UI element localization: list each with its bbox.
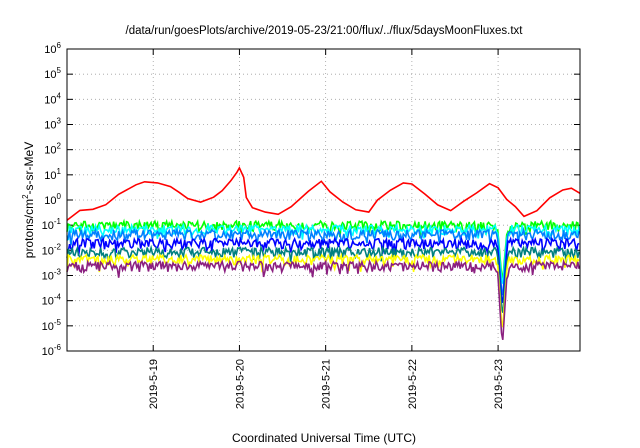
series-line	[66, 222, 580, 284]
y-tick-label: 101	[44, 167, 61, 182]
y-tick-label: 104	[44, 91, 61, 106]
y-tick-label: 10-1	[42, 217, 62, 232]
chart-title: /data/run/goesPlots/archive/2019-05-23/2…	[126, 25, 524, 37]
y-tick-label: 10-2	[42, 242, 62, 257]
y-tick-label: 10-5	[42, 318, 62, 333]
y-tick-label: 10-6	[42, 343, 62, 358]
series-line	[66, 244, 580, 313]
series-line	[66, 166, 581, 221]
y-axis-label: protons/cm2-s-sr-MeV	[21, 142, 36, 258]
y-tick-label: 103	[44, 117, 61, 132]
y-tick-label: 100	[44, 192, 61, 207]
x-tick-labels: 2019-5-19 2019-5-20 2019-5-21 2019-5-22 2019…	[148, 359, 505, 409]
y-tick-label: 10-3	[42, 268, 62, 283]
x-tick-label: 2019-5-23	[493, 359, 505, 409]
y-tick-label: 10-4	[42, 293, 62, 308]
x-tick-label: 2019-5-22	[407, 359, 419, 409]
x-tick-label: 2019-5-20	[234, 359, 246, 409]
x-tick-label: 2019-5-21	[321, 359, 333, 409]
x-axis-label: Coordinated Universal Time (UTC)	[232, 431, 416, 445]
y-tick-label: 106	[44, 41, 61, 56]
y-tick-labels: 106 105 104 103 102 101 100 10-1 10-2 10-3 10-4 10-…	[42, 41, 62, 358]
x-tick-label: 2019-5-19	[148, 359, 160, 409]
y-tick-label: 105	[44, 66, 61, 81]
series-line	[66, 252, 580, 328]
series-group	[66, 166, 581, 340]
series-line	[66, 235, 580, 303]
series-line	[66, 258, 580, 340]
plot-frame	[66, 48, 581, 352]
y-tick-label: 102	[44, 142, 61, 157]
